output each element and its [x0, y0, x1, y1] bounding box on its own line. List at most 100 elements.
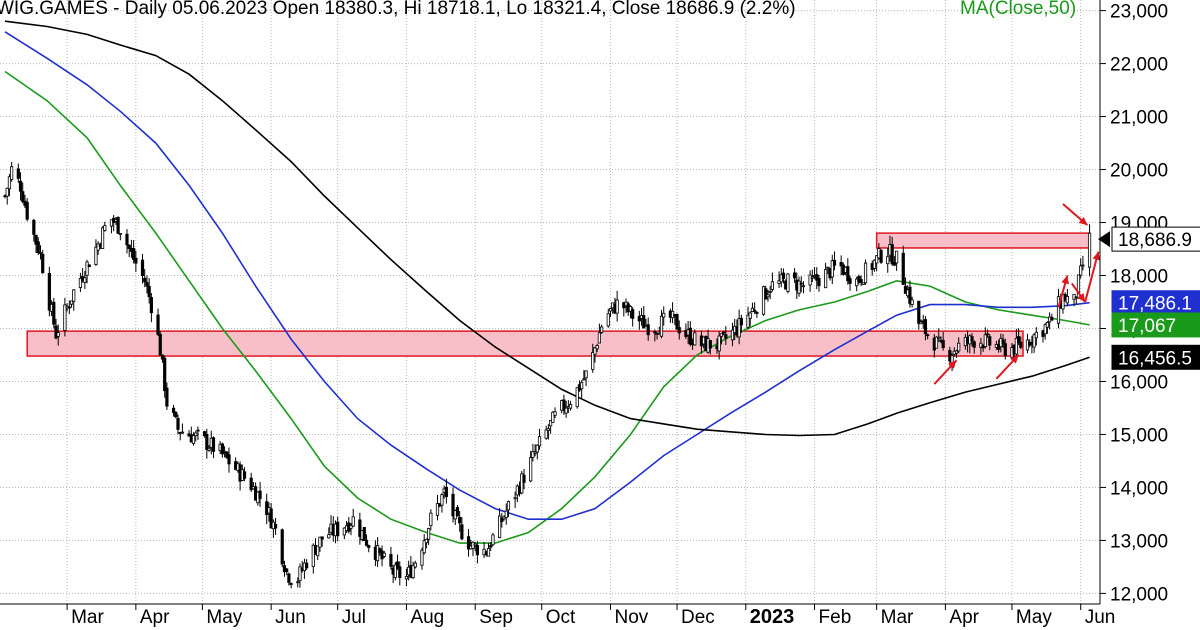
candle-body — [1032, 334, 1036, 348]
candle-body — [429, 512, 433, 527]
candle-body — [549, 420, 553, 427]
candle-body — [537, 436, 542, 447]
candle-body — [675, 314, 679, 330]
price-badge: 17,486.1 — [1111, 290, 1200, 316]
candle-body — [815, 274, 819, 281]
candle-body — [642, 315, 646, 329]
candle-body — [56, 332, 60, 337]
candle-body — [1019, 341, 1023, 348]
candle-body — [504, 510, 508, 518]
time-tick-label: Jun — [275, 607, 306, 628]
price-tick-label: 15,000 — [1110, 425, 1168, 446]
candle-body — [140, 259, 145, 276]
candle-body — [5, 187, 9, 197]
candle-body — [10, 166, 14, 180]
candle-body — [872, 259, 877, 269]
candle-body — [1003, 343, 1007, 357]
candle-body — [411, 564, 415, 579]
candle-body — [575, 387, 579, 408]
candle-body — [597, 332, 602, 344]
candle-body — [174, 411, 178, 418]
candle-body — [595, 345, 599, 350]
candle-body — [746, 314, 750, 328]
candle-body — [848, 278, 852, 284]
candle-body — [87, 264, 91, 268]
arrow-head — [1078, 216, 1088, 226]
candle-body — [892, 261, 896, 266]
candle-body — [196, 429, 200, 432]
price-badge-label: 16,456.5 — [1118, 348, 1192, 369]
candle-body — [551, 411, 555, 423]
candle-body — [305, 562, 309, 569]
candle-body — [855, 278, 859, 287]
candle-body — [342, 527, 346, 536]
candle-body — [316, 545, 320, 557]
candle-body — [147, 285, 151, 298]
price-badge-label: 18,686.9 — [1118, 230, 1192, 251]
candle-body — [94, 246, 98, 265]
candle-body — [440, 494, 444, 506]
candle-body — [615, 299, 619, 314]
arrow-shaft — [1084, 251, 1100, 303]
price-badge: 18,686.9 — [1098, 226, 1200, 252]
time-tick-label: Mar — [881, 607, 914, 628]
price-tick-label: 20,000 — [1110, 161, 1168, 182]
arrow-down-right — [1062, 203, 1089, 226]
candle-body — [389, 554, 393, 567]
price-badge-box — [1111, 312, 1200, 338]
candle-body — [145, 282, 149, 287]
candle-body — [395, 561, 400, 569]
arrow-up-may-late — [1057, 275, 1069, 308]
candle-body — [755, 312, 759, 314]
candle-body — [444, 486, 448, 498]
candle-body — [970, 336, 974, 342]
price-badges: 18,686.9 17,486.117,067 16,456.5 — [1098, 226, 1200, 370]
annotation-arrows — [933, 203, 1101, 385]
arrow-up-june — [1084, 251, 1101, 303]
candle-body — [529, 457, 533, 482]
candle-body — [582, 378, 586, 381]
candle-body — [522, 474, 526, 483]
candle-body — [934, 336, 939, 349]
candle-body — [491, 534, 495, 546]
candle-body — [149, 297, 153, 314]
candle-body — [1065, 296, 1069, 304]
candle-body — [242, 471, 247, 479]
candle-body — [143, 277, 147, 283]
candle-body — [502, 516, 506, 520]
resistance-zone — [875, 232, 1091, 249]
candle-body — [336, 521, 340, 537]
candle-body — [171, 407, 176, 414]
candle-body — [269, 508, 273, 529]
candle-body — [18, 180, 23, 192]
candle-body — [327, 534, 331, 539]
candle-body — [646, 324, 650, 336]
candle-body — [659, 315, 664, 337]
candle-body — [580, 382, 584, 390]
candle-body — [160, 354, 165, 360]
candle-body — [863, 262, 868, 284]
candle-body — [797, 280, 801, 294]
time-tick-label: Mar — [71, 607, 104, 628]
candle-body — [100, 227, 105, 249]
candle-body — [628, 306, 633, 312]
price-badge-box — [1111, 226, 1200, 252]
price-axis: 12,00013,00014,00015,00016,00017,00018,0… — [1100, 2, 1168, 605]
candle-body — [895, 250, 899, 264]
candle-body — [475, 544, 480, 556]
candle-body — [69, 300, 74, 305]
candle-body — [273, 524, 278, 529]
candle-body — [817, 277, 821, 287]
candle-body — [653, 331, 657, 334]
candle-body — [7, 176, 12, 190]
candle-body — [127, 244, 131, 249]
candle-body — [451, 493, 455, 517]
candle-body — [420, 549, 424, 566]
candle-body — [118, 233, 122, 235]
price-badge-box — [1111, 344, 1200, 370]
arrow-head — [1077, 293, 1086, 302]
time-tick-label: Oct — [546, 607, 576, 628]
candle-body — [85, 261, 89, 276]
candle-body — [289, 583, 293, 585]
